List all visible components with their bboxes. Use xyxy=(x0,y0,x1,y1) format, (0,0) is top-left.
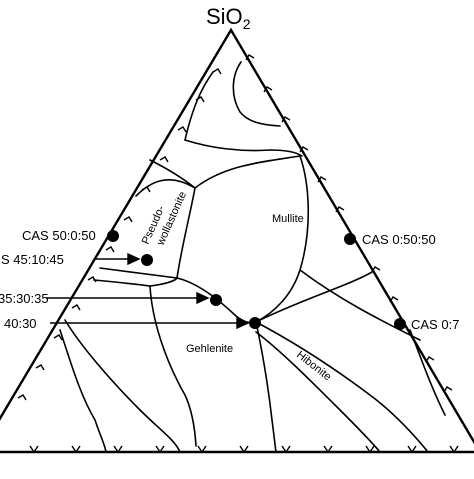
point-cas-35-30-35 xyxy=(210,294,222,306)
point-cas-45-10-45 xyxy=(141,254,153,266)
point-cas-0-7 xyxy=(394,318,406,330)
arrow-45-10-45-head xyxy=(127,252,141,266)
point-cas-0-50-50 xyxy=(344,233,356,245)
label-cas-45-10-45: S 45:10:45 xyxy=(1,252,64,267)
boundary-right-1 xyxy=(299,269,421,341)
boundary-top-liquid-left xyxy=(184,71,214,141)
boundary-mullite-top xyxy=(194,155,301,189)
boundary-mullite-right xyxy=(255,155,310,323)
point-cas-40-30 xyxy=(249,317,261,329)
boundary-lower-curve-b xyxy=(59,329,107,453)
phase-boundaries xyxy=(59,61,446,453)
label-cas-40-30: 40:30 xyxy=(4,316,37,331)
label-cas-0-50-50: CAS 0:50:50 xyxy=(362,232,436,247)
apex-label-main: SiO xyxy=(206,4,243,29)
label-cas-0-7: CAS 0:7 xyxy=(411,317,459,332)
apex-label-sio2: SiO2 xyxy=(206,4,251,32)
point-cas-50-0-50 xyxy=(107,230,119,242)
boundary-lower-curve-a xyxy=(64,319,181,453)
boundary-far-right xyxy=(409,329,446,416)
boundary-lower-left-2 xyxy=(149,277,178,287)
boundary-gehlenite-left xyxy=(149,285,197,447)
boundary-top-arc xyxy=(232,61,281,127)
composition-points xyxy=(107,230,406,330)
boundary-upper-mid xyxy=(184,139,303,157)
arrow-40-30-head xyxy=(236,316,250,330)
boundary-lower-left-1 xyxy=(93,279,151,287)
boundary-hibonite-lower xyxy=(255,331,381,453)
boundary-gehlenite-right xyxy=(255,321,277,453)
field-label-gehlenite: Gehlenite xyxy=(186,343,233,355)
point-labels: CAS 50:0:50 S 45:10:45 35:30:35 40:30 CA… xyxy=(0,228,459,332)
apex-label-subscript: 2 xyxy=(243,16,251,32)
field-label-hibonite: Hibonite xyxy=(294,349,333,383)
boundary-hibonite-upper xyxy=(255,321,429,453)
label-cas-35-30-35: 35:30:35 xyxy=(0,291,49,306)
boundary-pseudowollastonite-right xyxy=(176,187,196,279)
boundary-upper-left xyxy=(135,179,196,197)
field-labels: Pseudo- wollastonite Mullite Gehlenite H… xyxy=(140,190,334,383)
boundary-right-2 xyxy=(255,271,373,323)
tick-marks xyxy=(17,54,459,454)
arrow-35-30-35-head xyxy=(196,291,210,305)
field-label-mullite: Mullite xyxy=(272,213,304,225)
arrows xyxy=(46,252,250,330)
label-cas-50-0-50: CAS 50:0:50 xyxy=(22,228,96,243)
